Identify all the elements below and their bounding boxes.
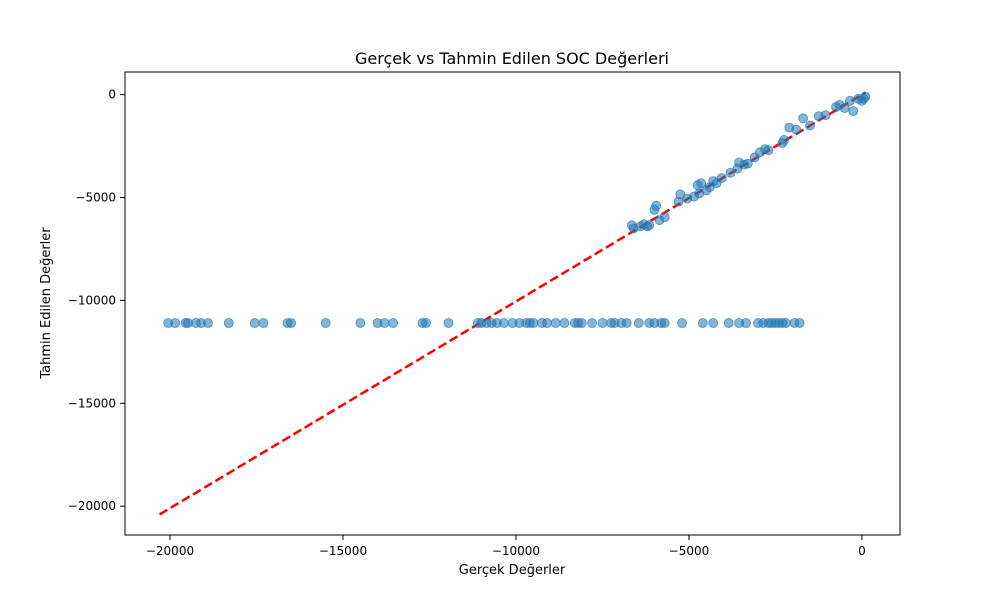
scatter-point xyxy=(223,318,234,328)
scatter-point xyxy=(644,220,655,231)
scatter-point xyxy=(258,318,269,328)
x-axis-label: Gerçek Değerler xyxy=(459,563,566,578)
points-layer xyxy=(163,91,871,328)
chart-title: Gerçek vs Tahmin Edilen SOC Değerleri xyxy=(355,49,669,68)
scatter-point xyxy=(659,318,670,328)
scatter-point xyxy=(203,318,213,328)
ideal-fit-line xyxy=(158,91,867,516)
y-tick-label: −5000 xyxy=(75,191,116,205)
scatter-point xyxy=(443,318,454,328)
scatter-point xyxy=(791,124,802,135)
scatter-point xyxy=(794,318,805,328)
y-axis: 0 −5000 −10000 −15000 −20000 xyxy=(68,88,125,513)
y-axis-label: Tahmin Edilen Değerler xyxy=(39,227,54,380)
scatter-point xyxy=(320,318,331,328)
scatter-point xyxy=(741,318,751,328)
scatter-point xyxy=(576,318,587,328)
scatter-point xyxy=(633,318,644,328)
y-tick-label: 0 xyxy=(108,88,116,102)
plot-frame xyxy=(124,71,901,536)
scatter-point xyxy=(528,318,539,328)
x-tick-label: −5000 xyxy=(669,544,710,558)
scatter-point xyxy=(723,318,734,328)
scatter-point xyxy=(621,318,632,328)
scatter-point xyxy=(388,318,399,328)
scatter-point xyxy=(742,158,753,169)
x-tick-label: −15000 xyxy=(319,544,367,558)
x-tick-label: −20000 xyxy=(146,544,194,558)
scatter-point xyxy=(779,134,789,145)
x-axis: −20000 −15000 −10000 −5000 0 xyxy=(146,535,866,558)
scatter-point xyxy=(550,318,561,328)
scatter-point xyxy=(379,318,390,328)
scatter-point xyxy=(844,95,855,106)
scatter-point xyxy=(763,145,774,156)
scatter-point xyxy=(498,318,509,328)
scatter-point xyxy=(559,318,570,328)
scatter-point xyxy=(848,106,859,116)
scatter-point xyxy=(677,318,687,328)
ideal-line-layer xyxy=(158,91,867,516)
scatter-point xyxy=(697,318,708,328)
scatter-point xyxy=(651,200,661,211)
scatter-point xyxy=(587,318,597,328)
x-tick-label: −10000 xyxy=(492,544,540,558)
scatter-point xyxy=(659,212,670,223)
scatter-point xyxy=(542,318,552,328)
y-tick-label: −15000 xyxy=(68,396,116,410)
scatter-point xyxy=(716,173,727,183)
scatter-point xyxy=(597,318,608,328)
scatter-point xyxy=(286,318,297,328)
y-tick-label: −10000 xyxy=(68,293,116,307)
scatter-point xyxy=(170,318,181,328)
scatter-point xyxy=(780,318,791,328)
scatter-point xyxy=(805,120,815,131)
y-tick-label: −20000 xyxy=(68,499,116,513)
scatter-point xyxy=(839,103,850,113)
scatter-point xyxy=(860,91,871,102)
x-tick-label: 0 xyxy=(858,544,866,558)
scatter-point xyxy=(708,318,719,328)
scatter-point xyxy=(421,318,431,328)
scatter-point xyxy=(696,178,706,189)
scatter-point xyxy=(249,318,260,328)
scatter-point xyxy=(355,318,366,328)
scatter-point xyxy=(798,113,808,124)
scatter-point xyxy=(820,110,831,121)
